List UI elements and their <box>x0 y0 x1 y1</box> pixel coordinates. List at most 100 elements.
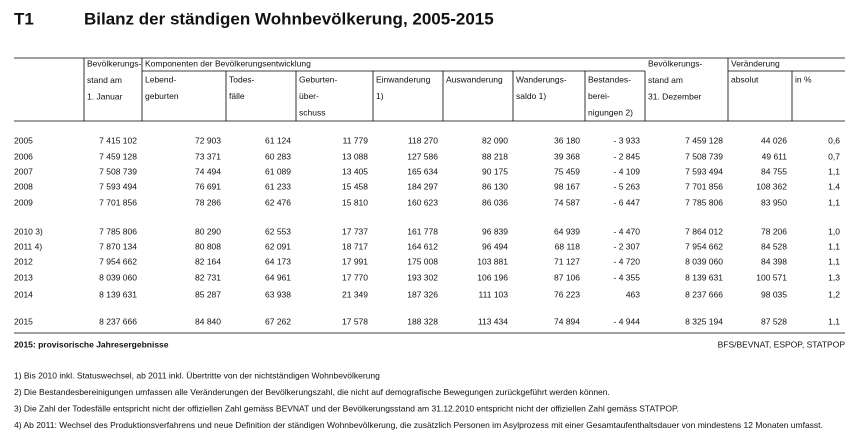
cell: 7 701 856 <box>685 181 723 191</box>
column-header: Geburten- <box>299 74 337 84</box>
row-label: 2014 <box>14 289 33 299</box>
cell: 18 717 <box>342 241 368 251</box>
cell: 82 731 <box>195 272 221 282</box>
footnote: 1) Bis 2010 inkl. Statuswechsel, ab 2011… <box>14 370 380 380</box>
cell: 87 528 <box>761 316 787 326</box>
cell: 17 770 <box>342 272 368 282</box>
column-header: absolut <box>731 74 759 84</box>
cell: 17 737 <box>342 226 368 236</box>
cell: 8 325 194 <box>685 316 723 326</box>
cell: 80 290 <box>195 226 221 236</box>
cell: 82 090 <box>482 135 508 145</box>
column-header: Einwanderung <box>376 74 431 84</box>
cell: 165 634 <box>407 166 438 176</box>
row-label: 2009 <box>14 197 33 207</box>
cell: 74 894 <box>554 316 580 326</box>
cell: - 4 355 <box>614 272 641 282</box>
cell: 82 164 <box>195 256 221 266</box>
cell: 96 839 <box>482 226 508 236</box>
cell: 8 237 666 <box>685 289 723 299</box>
footnote: 3) Die Zahl der Todesfälle entspricht ni… <box>14 403 679 413</box>
footnote: 2) Die Bestandesbereinigungen umfassen a… <box>14 387 610 397</box>
row-label: 2015 <box>14 316 33 326</box>
note: 2015: provisorische Jahresergebnisse <box>14 339 169 349</box>
cell: 7 954 662 <box>685 241 723 251</box>
cell: 1,1 <box>828 256 840 266</box>
cell: 7 954 662 <box>99 256 137 266</box>
cell: 184 297 <box>407 181 438 191</box>
cell: - 6 447 <box>614 197 641 207</box>
cell: 15 810 <box>342 197 368 207</box>
cell: 1,2 <box>828 289 840 299</box>
cell: 13 088 <box>342 151 368 161</box>
cell: 78 206 <box>761 226 787 236</box>
cell: 7 415 102 <box>99 135 137 145</box>
cell: 74 494 <box>195 166 221 176</box>
cell: 100 571 <box>756 272 787 282</box>
cell: 84 840 <box>195 316 221 326</box>
cell: 7 864 012 <box>685 226 723 236</box>
cell: 98 035 <box>761 289 787 299</box>
cell: 86 036 <box>482 197 508 207</box>
cell: 86 130 <box>482 181 508 191</box>
cell: 84 528 <box>761 241 787 251</box>
row-label: 2011 4) <box>14 241 42 251</box>
cell: 7 593 494 <box>99 181 137 191</box>
cell: 61 124 <box>265 135 291 145</box>
cell: 463 <box>626 289 640 299</box>
cell: 78 286 <box>195 197 221 207</box>
column-header: nigungen 2) <box>588 107 633 117</box>
column-header: 1. Januar <box>87 91 123 101</box>
cell: 7 508 739 <box>685 151 723 161</box>
column-header: in % <box>795 74 812 84</box>
cell: 103 881 <box>477 256 508 266</box>
row-label: 2008 <box>14 181 33 191</box>
cell: 85 287 <box>195 289 221 299</box>
cell: 0,7 <box>828 151 840 161</box>
cell: 21 349 <box>342 289 368 299</box>
cell: 175 008 <box>407 256 438 266</box>
column-header: Lebend- <box>145 74 176 84</box>
cell: 73 371 <box>195 151 221 161</box>
row-label: 2005 <box>14 135 33 145</box>
cell: - 4 720 <box>614 256 641 266</box>
column-header: stand am <box>87 75 122 85</box>
cell: 11 779 <box>343 135 369 145</box>
cell: 111 103 <box>479 289 509 299</box>
cell: 84 398 <box>761 256 787 266</box>
cell: 106 196 <box>477 272 508 282</box>
row-label: 2013 <box>14 272 33 282</box>
cell: 64 961 <box>265 272 291 282</box>
footnote: 4) Ab 2011: Wechsel des Produktionsverfa… <box>14 420 823 430</box>
cell: - 2 307 <box>614 241 641 251</box>
cell: 1,0 <box>828 226 840 236</box>
cell: - 4 944 <box>614 316 641 326</box>
column-header: über- <box>299 91 319 101</box>
cell: 87 106 <box>554 272 580 282</box>
cell: 113 434 <box>478 316 508 326</box>
cell: 76 691 <box>195 181 221 191</box>
cell: 74 587 <box>554 197 580 207</box>
cell: 64 173 <box>265 256 291 266</box>
cell: 83 950 <box>761 197 787 207</box>
cell: 118 270 <box>408 135 438 145</box>
cell: - 4 470 <box>614 226 641 236</box>
cell: 62 553 <box>265 226 291 236</box>
cell: 108 362 <box>756 181 787 191</box>
column-header: 31. Dezember <box>648 91 702 101</box>
table-number: T1 <box>14 9 34 28</box>
cell: 90 175 <box>482 166 508 176</box>
cell: 98 167 <box>554 181 580 191</box>
cell: 84 755 <box>761 166 787 176</box>
cell: 36 180 <box>554 135 580 145</box>
cell: 7 785 806 <box>685 197 723 207</box>
cell: 187 326 <box>407 289 438 299</box>
cell: 7 593 494 <box>685 166 723 176</box>
cell: 88 218 <box>482 151 508 161</box>
row-label: 2010 3) <box>14 226 43 236</box>
column-header: Bestandes- <box>588 74 631 84</box>
cell: 80 808 <box>195 241 221 251</box>
cell: 76 223 <box>554 289 580 299</box>
cell: 49 611 <box>762 151 788 161</box>
cell: 1,1 <box>828 166 840 176</box>
